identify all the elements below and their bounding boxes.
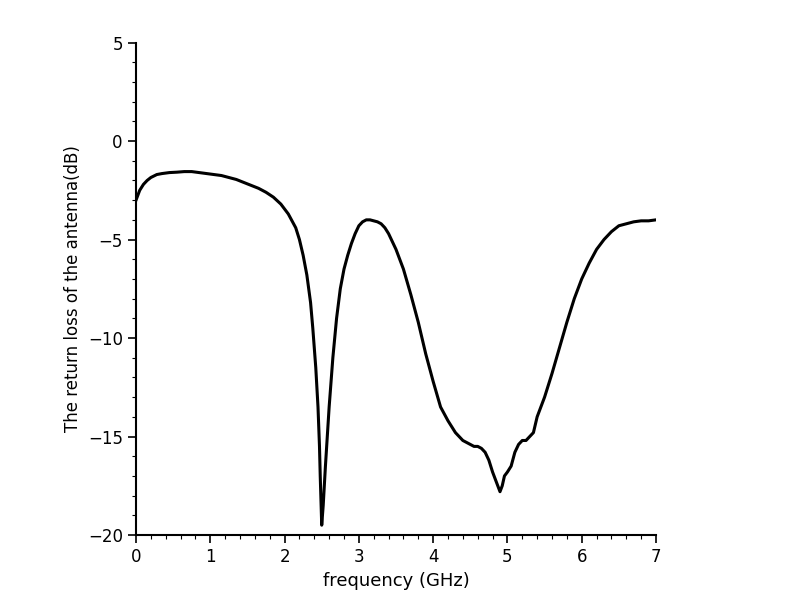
X-axis label: frequency (GHz): frequency (GHz) [322, 572, 470, 590]
Y-axis label: The return loss of the antenna(dB): The return loss of the antenna(dB) [64, 145, 82, 432]
